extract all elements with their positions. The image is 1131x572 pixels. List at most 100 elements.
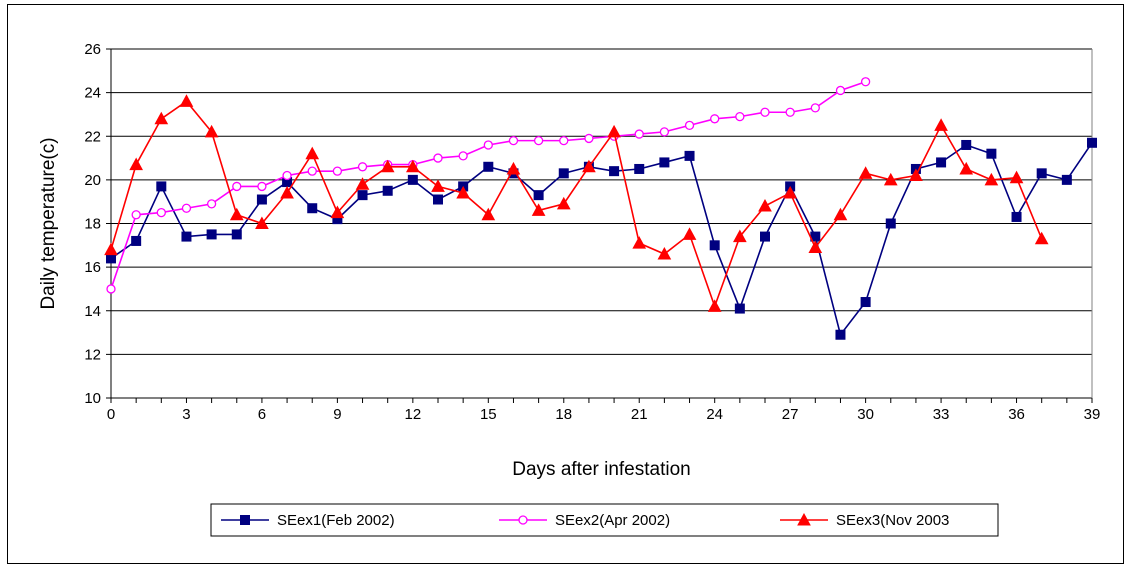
data-point (181, 203, 192, 213)
data-point (231, 229, 242, 240)
legend-label: SEex3(Nov 2003 (836, 512, 949, 529)
y-axis-title: Daily temperature(c) (38, 137, 59, 309)
x-tick-label: 3 (182, 406, 190, 423)
data-point (506, 161, 521, 175)
x-tick-label: 0 (107, 406, 115, 423)
data-point (181, 231, 192, 242)
data-point (936, 157, 947, 168)
x-tick-label: 24 (706, 406, 723, 423)
data-point (104, 242, 118, 256)
x-tick-labels: 0 3 6 9 12 15 18 21 24 27 30 33 36 39 (107, 406, 1101, 423)
data-point (810, 103, 820, 113)
legend-label: SEex2(Apr 2002) (555, 512, 670, 529)
data-point (129, 157, 143, 171)
data-point (1034, 231, 1049, 245)
data-point (1087, 137, 1097, 148)
data-point (1011, 211, 1022, 222)
data-point (380, 159, 395, 173)
data-point (357, 190, 368, 201)
data-point (533, 190, 544, 201)
data-point (257, 181, 267, 192)
data-point (860, 297, 871, 308)
y-tick-label: 22 (84, 128, 101, 145)
data-point (282, 170, 292, 181)
data-point (307, 166, 317, 176)
data-point (179, 94, 194, 107)
y-tick-label: 14 (84, 303, 101, 320)
x-tick-label: 9 (333, 406, 341, 423)
series-line (110, 142, 1093, 337)
line-chart: 0 3 6 9 12 15 18 21 24 27 30 33 36 39 101214161820222… (38, 41, 1101, 537)
data-point (307, 203, 318, 214)
data-point (959, 161, 974, 175)
data-point (760, 107, 770, 117)
x-tick-label: 18 (555, 406, 572, 423)
data-point (858, 166, 873, 179)
data-point (735, 111, 745, 122)
data-point (707, 299, 722, 312)
data-point (760, 231, 770, 242)
series-group (104, 77, 1097, 340)
series-line (110, 100, 1043, 309)
data-point (783, 185, 797, 199)
data-point (860, 77, 871, 87)
data-point (808, 240, 823, 253)
x-tick-label: 12 (405, 406, 422, 423)
data-point (483, 161, 494, 172)
data-point (431, 179, 445, 192)
data-point (255, 216, 269, 229)
data-point (106, 284, 116, 294)
data-point (632, 236, 647, 249)
data-point (835, 329, 846, 340)
data-point (634, 163, 645, 174)
data-point (986, 148, 997, 159)
legend-item: SEex1(Feb 2002) (221, 512, 395, 529)
data-point (232, 181, 242, 192)
data-point (833, 207, 848, 221)
data-point (481, 207, 496, 221)
data-point (406, 159, 420, 173)
series-2 (106, 77, 871, 294)
data-point (256, 194, 267, 205)
data-point (758, 199, 772, 212)
legend-item: SEex3(Nov 2003 (780, 512, 949, 529)
x-tick-label: 39 (1084, 406, 1101, 423)
data-point (883, 172, 898, 186)
data-point (684, 120, 695, 130)
series-3 (104, 94, 1049, 312)
data-point (531, 203, 546, 216)
y-tick-label: 10 (84, 390, 101, 407)
x-tick-label: 33 (933, 406, 950, 423)
data-point (332, 166, 343, 176)
axes (106, 48, 1093, 403)
data-point (659, 127, 670, 137)
gridlines (111, 48, 1092, 355)
x-tick-label: 36 (1008, 406, 1025, 423)
legend: SEex1(Feb 2002) SEex2(Apr 2002) SEex3(Nov … (210, 503, 999, 537)
data-point (131, 235, 142, 246)
legend-item: SEex2(Apr 2002) (499, 512, 670, 529)
x-axis-title: Days after infestation (512, 459, 690, 480)
data-point (1061, 174, 1072, 185)
y-tick-label: 26 (84, 41, 101, 58)
legend-label: SEex1(Feb 2002) (277, 512, 395, 529)
data-point (733, 229, 747, 243)
data-point (607, 124, 621, 138)
data-point (659, 157, 670, 168)
data-point (407, 174, 418, 185)
data-point (106, 253, 116, 264)
legend-swatch-marker (240, 515, 250, 525)
data-point (156, 181, 167, 192)
data-point (984, 172, 999, 186)
data-point (433, 153, 443, 163)
data-point (382, 185, 393, 196)
data-point (206, 229, 217, 240)
data-point (433, 194, 443, 205)
data-point (280, 185, 294, 199)
x-tick-label: 6 (258, 406, 266, 423)
data-point (684, 150, 695, 161)
data-point (229, 207, 244, 221)
y-tick-label: 16 (84, 259, 101, 276)
data-point (909, 168, 923, 182)
data-point (458, 151, 468, 161)
